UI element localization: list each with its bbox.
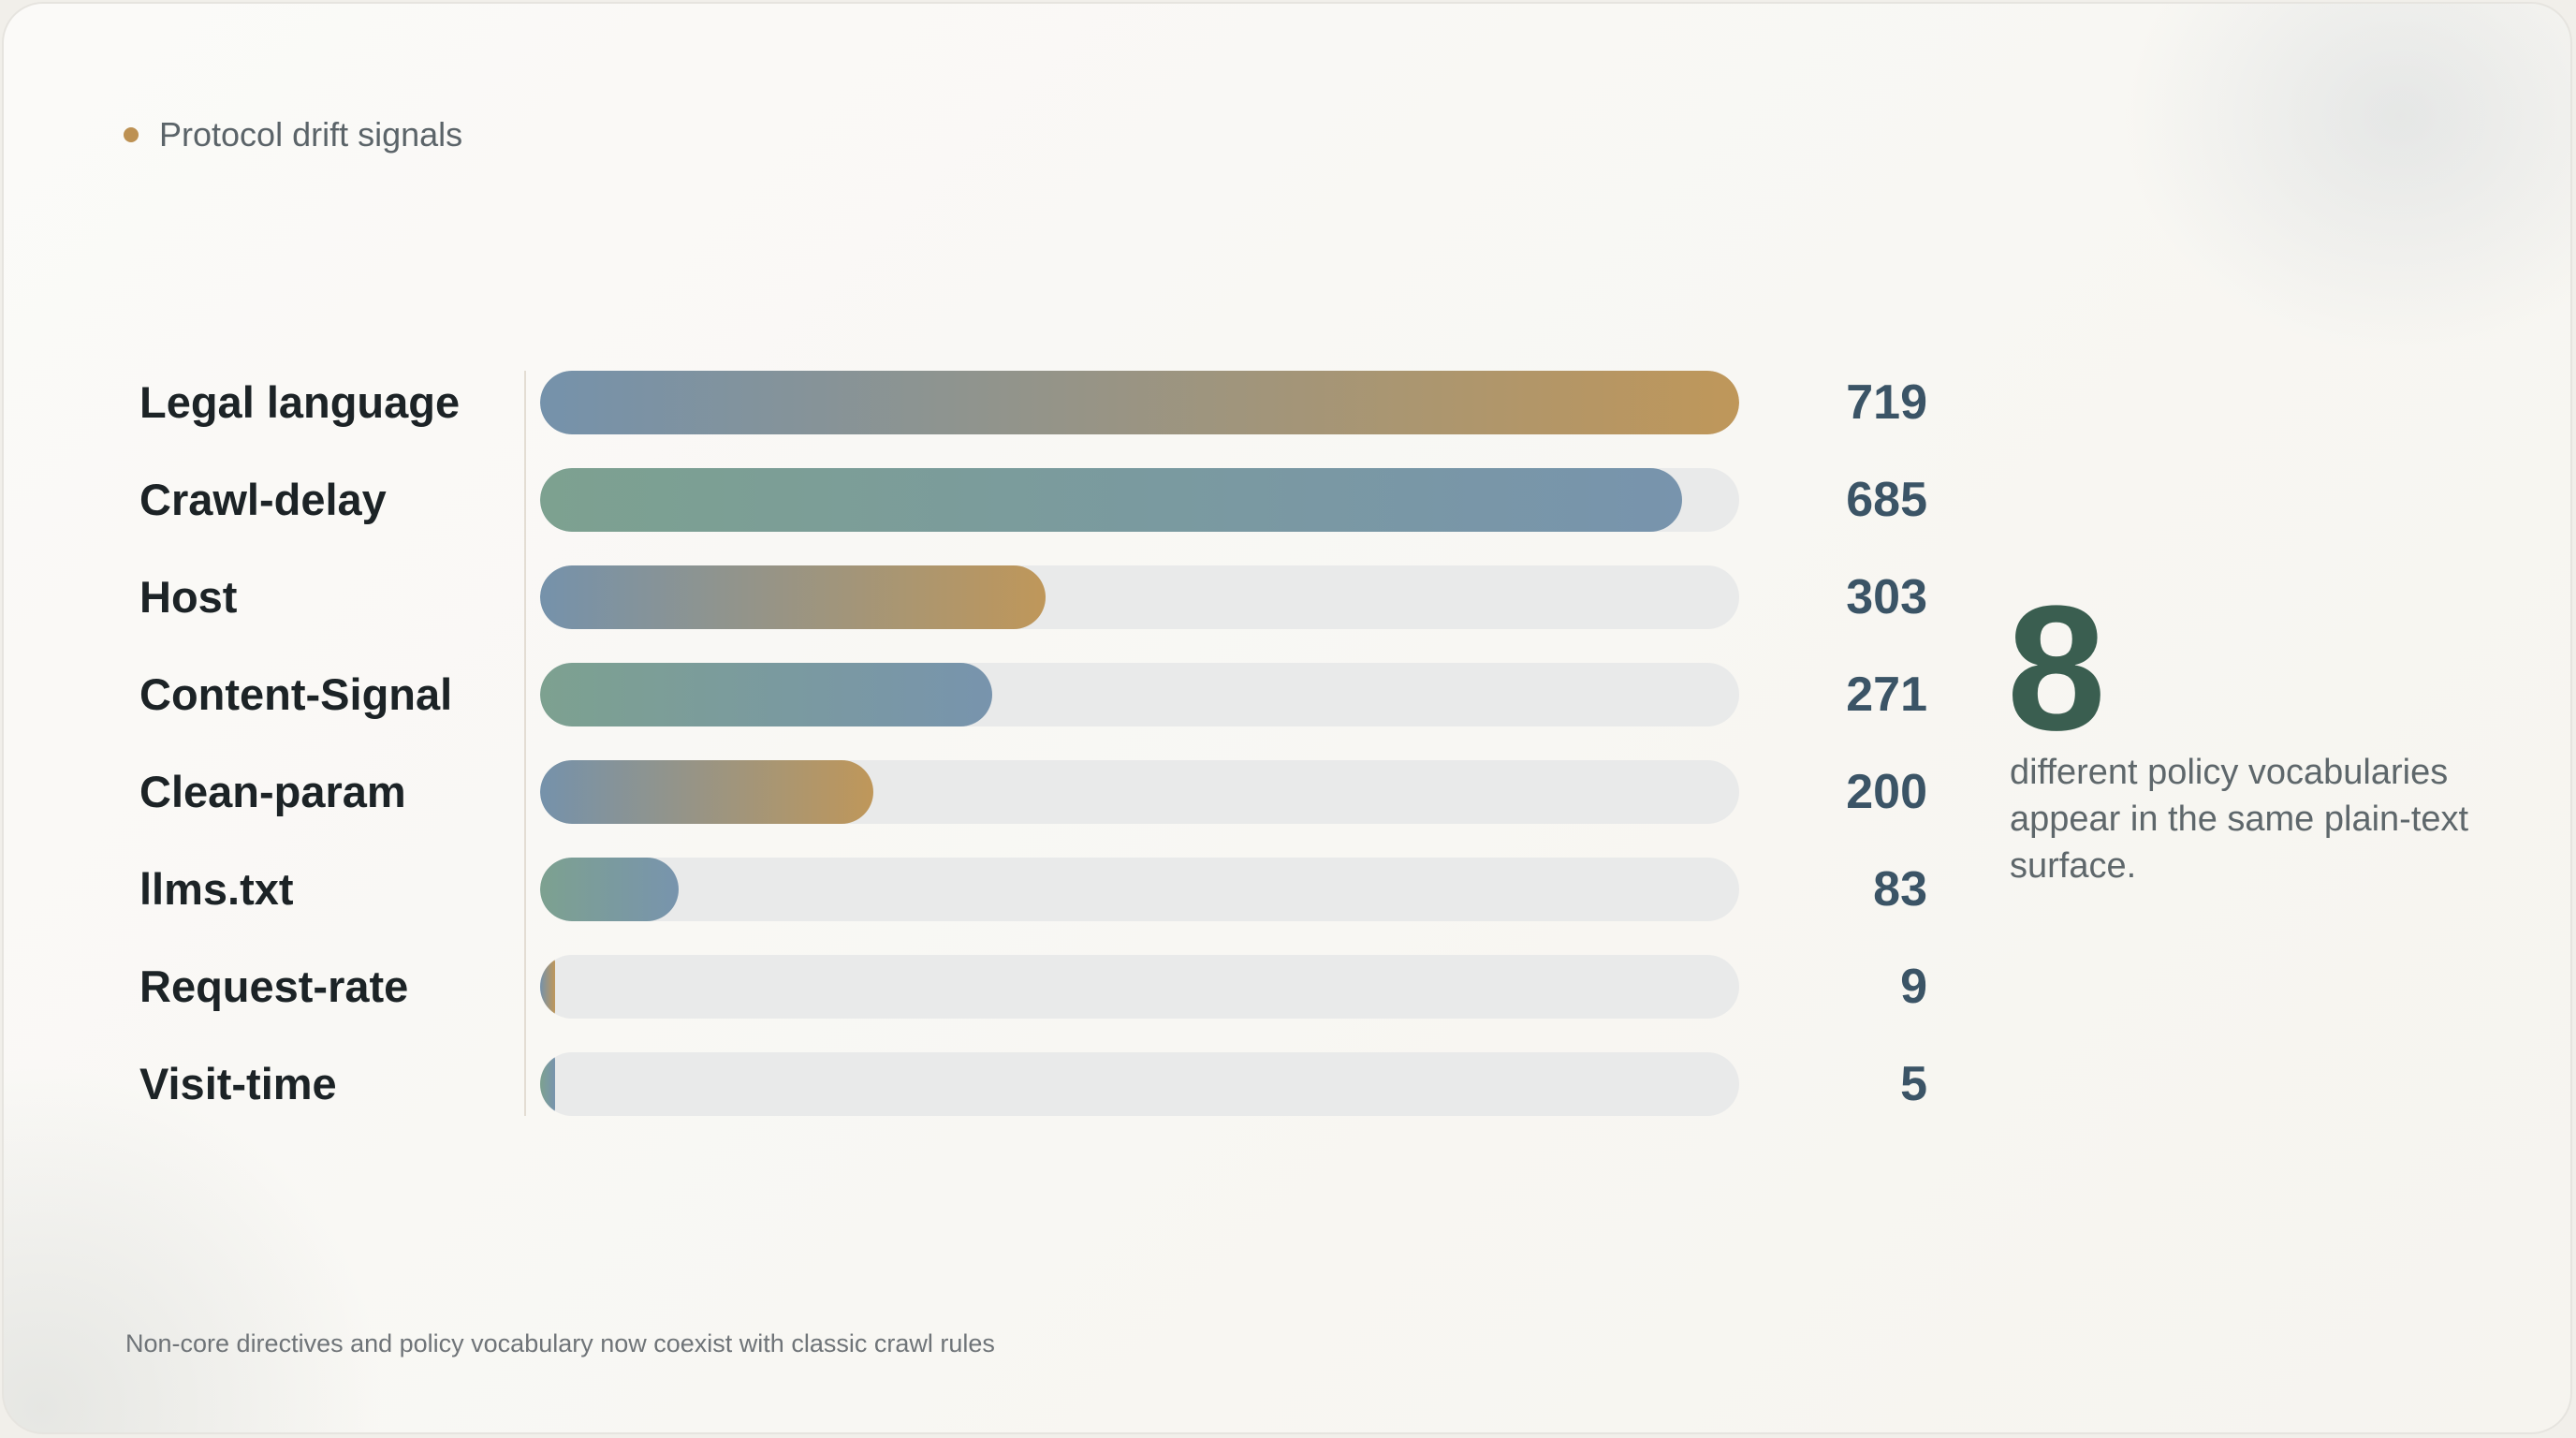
bar bbox=[540, 565, 1046, 629]
bar-label: Legal language bbox=[139, 377, 461, 427]
chart-axis-line bbox=[524, 371, 526, 1116]
bar-track bbox=[540, 663, 1739, 726]
bar-label: Crawl-delay bbox=[139, 475, 387, 524]
bar-row: Content-Signal 271 bbox=[4, 663, 1969, 726]
bar-row: Crawl-delay 685 bbox=[4, 468, 1969, 532]
bar-value-label: 200 bbox=[1846, 765, 1927, 819]
bar-value-label: 5 bbox=[1900, 1057, 1927, 1111]
bar-label: Host bbox=[139, 572, 238, 622]
bar-label: Clean-param bbox=[139, 767, 406, 816]
bar-row: Visit-time 5 bbox=[4, 1052, 1969, 1116]
bar-row: Legal language 719 bbox=[4, 371, 1969, 434]
eyebrow: Protocol drift signals bbox=[124, 114, 462, 155]
bar-track bbox=[540, 1052, 1739, 1116]
bar-value-label: 271 bbox=[1846, 668, 1927, 722]
bar-label: Content-Signal bbox=[139, 669, 453, 719]
bar bbox=[540, 1052, 555, 1116]
bar bbox=[540, 858, 679, 921]
bar-value-label: 719 bbox=[1846, 375, 1927, 430]
bar-track bbox=[540, 371, 1739, 434]
bar-row: llms.txt 83 bbox=[4, 858, 1969, 921]
bar-label: Request-rate bbox=[139, 961, 409, 1011]
bar bbox=[540, 955, 555, 1019]
bar-label: Visit-time bbox=[139, 1059, 337, 1108]
bar-label: llms.txt bbox=[139, 864, 294, 914]
bar-value-label: 83 bbox=[1873, 862, 1927, 917]
stat-description: different policy vocabularies appear in … bbox=[2010, 753, 2469, 886]
footnote: Non-core directives and policy vocabular… bbox=[125, 1329, 995, 1357]
bar bbox=[540, 371, 1739, 434]
bar-row: Host 303 bbox=[4, 565, 1969, 629]
bar bbox=[540, 760, 873, 824]
bar bbox=[540, 663, 992, 726]
bar-track bbox=[540, 858, 1739, 921]
bar-track bbox=[540, 955, 1739, 1019]
bar-value-label: 303 bbox=[1846, 570, 1927, 624]
bar-value-label: 685 bbox=[1846, 473, 1927, 527]
bar bbox=[540, 468, 1682, 532]
bar-track bbox=[540, 760, 1739, 824]
accent-dot-icon bbox=[124, 127, 139, 142]
bar-row: Clean-param 200 bbox=[4, 760, 1969, 824]
bar-track bbox=[540, 468, 1739, 532]
bar-value-label: 9 bbox=[1900, 960, 1927, 1014]
bar-row: Request-rate 9 bbox=[4, 955, 1969, 1019]
stat-number: 8 bbox=[2007, 569, 2106, 768]
eyebrow-label: Protocol drift signals bbox=[159, 115, 463, 154]
bar-track bbox=[540, 565, 1739, 629]
